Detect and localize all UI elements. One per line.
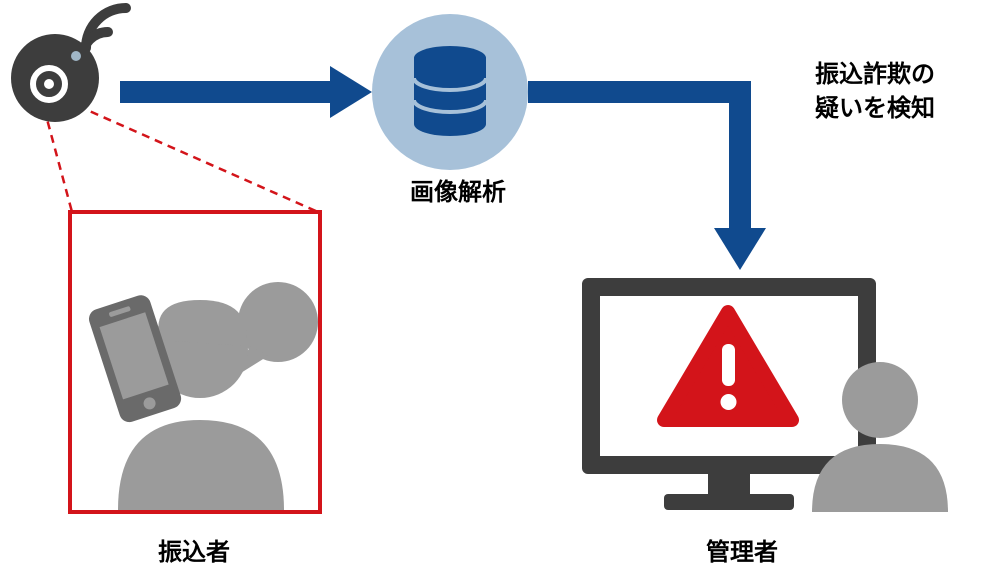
camera-icon xyxy=(11,8,126,122)
analysis-node xyxy=(372,14,528,170)
arrow-analysis-to-admin xyxy=(528,81,766,270)
detection-text: 振込詐欺の 疑いを検知 xyxy=(815,58,935,125)
database-icon xyxy=(414,46,486,136)
arrow-camera-to-analysis xyxy=(120,66,372,118)
detection-line1: 振込詐欺の xyxy=(815,58,935,92)
leader-line-right xyxy=(78,106,318,212)
detection-line2: 疑いを検知 xyxy=(815,92,935,126)
leader-line-left xyxy=(44,108,72,212)
speech-bubble-icon xyxy=(236,282,318,376)
analysis-label: 画像解析 xyxy=(410,172,506,207)
admin-label: 管理者 xyxy=(706,532,778,567)
depositor-label: 振込者 xyxy=(158,532,230,567)
depositor-silhouette xyxy=(86,282,318,510)
